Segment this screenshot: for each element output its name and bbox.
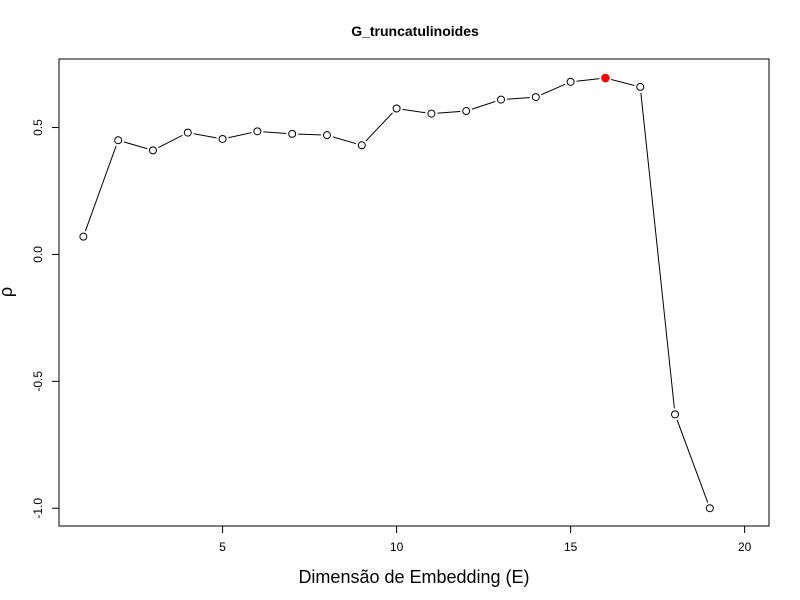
y-axis: -1.0 -0.5 0.0 0.5 — [31, 119, 59, 519]
y-tick-label: 0.0 — [31, 246, 45, 263]
data-point — [671, 410, 680, 419]
data-point — [392, 104, 401, 113]
data-point — [79, 232, 88, 241]
data-point — [497, 95, 506, 104]
data-point — [218, 134, 227, 143]
plot-area-frame — [58, 58, 770, 527]
x-tick-label: 10 — [390, 540, 404, 554]
series-group — [77, 72, 716, 515]
data-point — [531, 93, 540, 102]
data-point — [288, 129, 297, 138]
series-line — [82, 77, 711, 509]
data-point — [462, 107, 471, 116]
x-tick-label: 5 — [219, 540, 226, 554]
x-tick-label: 15 — [564, 540, 578, 554]
x-axis: 5 10 15 20 — [219, 526, 752, 554]
data-point — [705, 504, 714, 513]
highlight-point — [601, 73, 610, 83]
y-axis-label: ρ — [0, 287, 16, 297]
data-point — [427, 109, 436, 118]
y-tick-label: 0.5 — [31, 119, 45, 136]
data-point — [566, 77, 575, 86]
data-point — [322, 131, 331, 140]
data-point — [148, 146, 157, 155]
data-point — [114, 136, 123, 145]
data-point — [357, 141, 366, 150]
y-tick-label: -1.0 — [31, 498, 45, 519]
data-point — [183, 128, 192, 137]
x-tick-label: 20 — [738, 540, 752, 554]
y-tick-label: -0.5 — [31, 371, 45, 392]
x-axis-label: Dimensão de Embedding (E) — [298, 567, 529, 587]
data-point — [636, 82, 645, 91]
chart-title: G_truncatulinoides — [351, 23, 479, 39]
data-point — [253, 127, 262, 136]
